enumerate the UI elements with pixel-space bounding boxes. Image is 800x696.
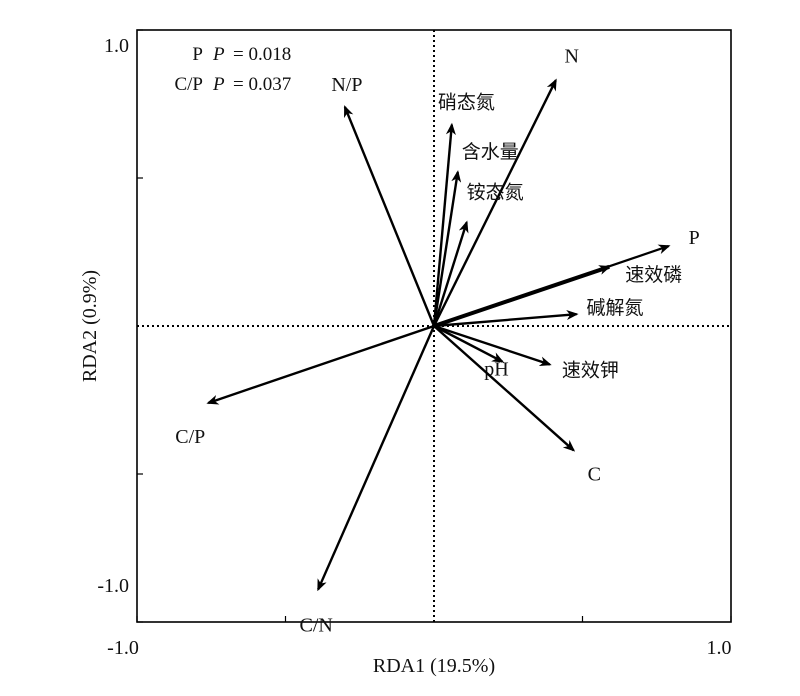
vector-label-5: P bbox=[689, 227, 700, 249]
y-axis-ticks: 1.0 -1.0 bbox=[97, 29, 143, 623]
y-tick-label: 1.0 bbox=[104, 35, 129, 57]
vector-label-3: 含水量 bbox=[462, 141, 519, 163]
vector-arrow-1 bbox=[343, 105, 436, 327]
vector-arrow-2 bbox=[432, 122, 456, 327]
vector-label-1: N/P bbox=[331, 74, 362, 96]
annotation-p-label-1: P bbox=[212, 74, 225, 95]
vector-label-9: 速效钾 bbox=[562, 359, 619, 381]
annotation-term-1: C/P bbox=[174, 74, 203, 95]
vector-arrow-12 bbox=[317, 325, 436, 592]
vector-label-6: 速效磷 bbox=[625, 264, 682, 286]
vector-arrow-10 bbox=[433, 325, 576, 452]
vector-arrow-8 bbox=[433, 324, 505, 363]
vector-label-2: 硝态氮 bbox=[438, 92, 495, 114]
x-axis-ticks: -1.0 1.0 bbox=[107, 616, 732, 659]
vector-arrow-9 bbox=[433, 324, 552, 367]
vector-arrow-4 bbox=[432, 220, 469, 327]
vector-label-7: 碱解氮 bbox=[587, 297, 644, 319]
vector-label-10: C bbox=[588, 463, 601, 485]
vector-arrow-11 bbox=[206, 324, 435, 405]
vector-label-8: pH bbox=[484, 359, 508, 381]
vector-arrow-0 bbox=[432, 78, 557, 327]
vector-label-11: C/P bbox=[175, 426, 205, 448]
vector-label-4: 铵态氮 bbox=[467, 181, 524, 203]
y-axis-title: RDA2 (0.9%) bbox=[79, 270, 101, 382]
annotation-term-0: P bbox=[192, 44, 203, 65]
vector-arrow-6 bbox=[433, 264, 612, 328]
vector-label-12: C/N bbox=[299, 614, 332, 636]
x-axis-title: RDA1 (19.5%) bbox=[373, 655, 495, 677]
significance-annotation: P P = 0.018 C/P P = 0.037 bbox=[174, 44, 291, 95]
x-tick-label: -1.0 bbox=[107, 637, 139, 659]
y-tick-label: -1.0 bbox=[97, 575, 129, 597]
vector-arrow-7 bbox=[433, 310, 579, 328]
vector-label-0: N bbox=[565, 45, 579, 67]
x-tick-label: 1.0 bbox=[707, 637, 732, 659]
annotation-p-value-0: = 0.018 bbox=[233, 44, 291, 65]
annotation-p-label-0: P bbox=[212, 44, 225, 65]
annotation-p-value-1: = 0.037 bbox=[233, 74, 291, 95]
vector-arrow-3 bbox=[432, 170, 462, 327]
